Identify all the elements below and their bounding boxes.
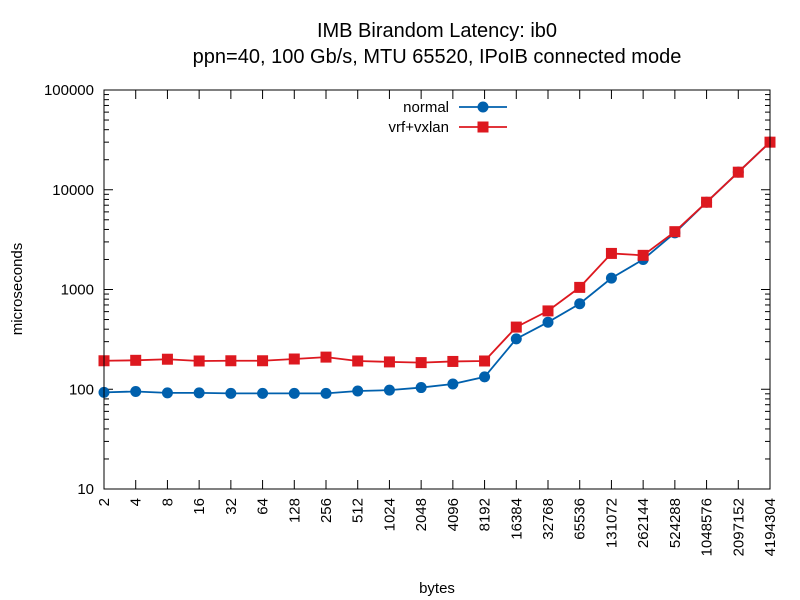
- data-point: [257, 387, 269, 399]
- legend-label: normal: [403, 99, 449, 116]
- plot-frame: [103, 89, 771, 490]
- data-point: [415, 357, 427, 369]
- series-line: [103, 141, 771, 395]
- data-point: [542, 305, 554, 317]
- data-point: [352, 385, 364, 397]
- data-point: [510, 333, 522, 345]
- data-point: [161, 387, 173, 399]
- data-point: [415, 382, 427, 394]
- y-tick-labels: 10 100 1000 10000 100000: [44, 82, 94, 498]
- data-point: [447, 355, 459, 367]
- series-layer: [98, 136, 776, 399]
- data-point: [383, 384, 395, 396]
- x-tick-label: 8: [159, 498, 176, 506]
- data-point: [701, 196, 713, 208]
- data-point: [669, 226, 681, 238]
- data-point: [257, 355, 269, 367]
- x-tick-label: 512: [350, 498, 367, 523]
- y-tick-label: 100: [69, 381, 94, 398]
- y-tick-label: 100000: [44, 82, 94, 99]
- x-axis-label: bytes: [419, 580, 455, 597]
- x-tick-label: 32768: [540, 498, 557, 540]
- legend-marker: [477, 121, 489, 133]
- x-tick-label: 2048: [413, 498, 430, 531]
- y-tick-label: 1000: [61, 282, 94, 299]
- x-tick-label: 2: [96, 498, 113, 506]
- x-tick-label: 262144: [635, 498, 652, 548]
- x-tick-label: 4194304: [762, 498, 779, 556]
- y-tick-label: 10: [77, 481, 94, 498]
- x-tick-label: 4096: [445, 498, 462, 531]
- x-tick-label: 16384: [508, 498, 525, 540]
- data-point: [320, 387, 332, 399]
- data-point: [510, 321, 522, 333]
- data-point: [542, 316, 554, 328]
- x-tick-label: 256: [318, 498, 335, 523]
- x-tick-label: 128: [286, 498, 303, 523]
- data-point: [605, 272, 617, 284]
- data-point: [637, 249, 649, 261]
- x-tick-label: 1048576: [699, 498, 716, 556]
- data-point: [352, 355, 364, 367]
- x-tick-labels: 2 4 8 16 32 64 128 256 512 1024 2048 4096 8192 16384 3…: [96, 498, 779, 556]
- x-tick-label: 64: [255, 498, 272, 515]
- x-tick-label: 2097152: [730, 498, 747, 556]
- legend-label: vrf+vxlan: [389, 119, 449, 136]
- x-tick-label: 8192: [477, 498, 494, 531]
- x-tick-label: 65536: [572, 498, 589, 540]
- data-point: [320, 351, 332, 363]
- data-point: [574, 281, 586, 293]
- legend-item: vrf+vxlan: [389, 119, 507, 136]
- data-point: [193, 355, 205, 367]
- data-point: [383, 356, 395, 368]
- data-point: [225, 355, 237, 367]
- data-point: [574, 298, 586, 310]
- series-1: [98, 136, 776, 369]
- data-point: [288, 387, 300, 399]
- y-axis-label: microseconds: [9, 243, 26, 336]
- chart-title-line-1: IMB Birandom Latency: ib0: [317, 20, 557, 42]
- legend-item: normal: [403, 99, 507, 116]
- data-point: [479, 371, 491, 383]
- x-tick-label: 16: [191, 498, 208, 515]
- series-line: [103, 141, 771, 364]
- x-tick-label: 524288: [667, 498, 684, 548]
- x-tick-label: 131072: [603, 498, 620, 548]
- data-point: [288, 353, 300, 365]
- data-point: [130, 354, 142, 366]
- data-point: [130, 385, 142, 397]
- chart-title-line-2: ppn=40, 100 Gb/s, MTU 65520, IPoIB conne…: [193, 46, 682, 68]
- data-point: [225, 387, 237, 399]
- data-point: [479, 355, 491, 367]
- data-point: [161, 353, 173, 365]
- data-point: [605, 247, 617, 259]
- y-tick-label: 10000: [52, 182, 94, 199]
- x-tick-label: 32: [223, 498, 240, 515]
- x-tick-label: 1024: [381, 498, 398, 531]
- x-tick-label: 4: [128, 498, 145, 506]
- axes-ticks: [103, 89, 771, 490]
- data-point: [193, 387, 205, 399]
- data-point: [447, 378, 459, 390]
- data-point: [732, 166, 744, 178]
- legend-marker: [477, 101, 489, 113]
- legend: normal vrf+vxlan: [389, 99, 507, 136]
